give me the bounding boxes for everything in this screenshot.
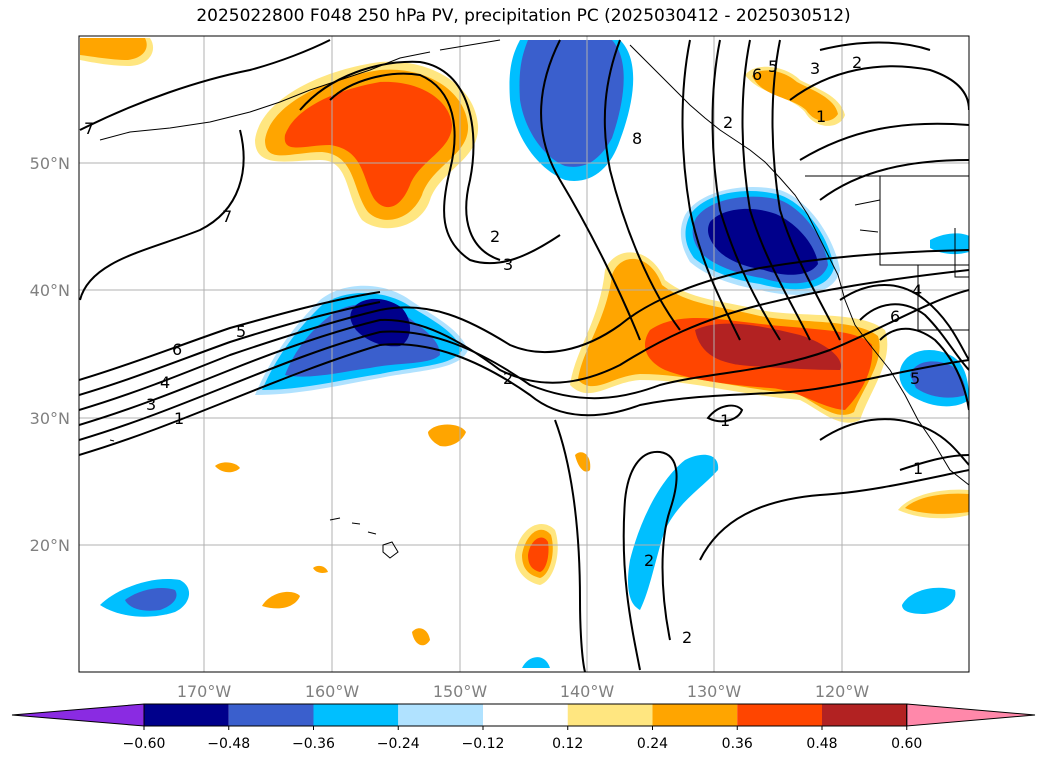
lat-label: 50°N — [30, 154, 70, 173]
precip-shading — [80, 38, 969, 668]
pv-contour-label: 2 — [682, 628, 692, 647]
longitude-labels: 170°W 160°W 150°W 140°W 130°W 120°W — [177, 682, 870, 701]
colorbar: −0.60 −0.48 −0.36 −0.24 −0.12 0.12 0.24 0.36 0.4… — [11, 703, 1036, 752]
colorbar-tick-label: 0.60 — [891, 736, 922, 752]
pv-contour-label: 7 — [222, 207, 232, 226]
colorbar-tick-label: −0.60 — [123, 736, 166, 752]
lon-label: 170°W — [177, 682, 232, 701]
negative-anomaly-gulf-of-alaska — [509, 40, 634, 181]
colorbar-segment — [652, 704, 738, 726]
pv-contour-label: 1 — [913, 459, 923, 478]
colorbar-segment — [567, 704, 653, 726]
pv-contour-label: 5 — [910, 369, 920, 388]
pv-contour-label: 5 — [236, 322, 246, 341]
pv-contour-label: 3 — [810, 59, 820, 78]
pv-contour-label: 7 — [84, 119, 94, 138]
lon-label: 130°W — [687, 682, 742, 701]
colorbar-tick-label: −0.36 — [292, 736, 335, 752]
colorbar-segment — [483, 704, 568, 726]
latitude-labels: 50°N 40°N 30°N 20°N — [30, 154, 70, 555]
colorbar-tick-label: −0.24 — [377, 736, 420, 752]
colorbar-tick-label: −0.12 — [462, 736, 505, 752]
pv-contour-label: 5 — [768, 57, 778, 76]
lon-label: 140°W — [560, 682, 615, 701]
pv-contour-label: 2 — [723, 113, 733, 132]
colorbar-tick-label: 0.12 — [552, 736, 583, 752]
colorbar-segment — [313, 704, 399, 726]
colorbar-segment — [144, 704, 229, 726]
colorbar-tick-label: 0.36 — [722, 736, 753, 752]
lat-label: 40°N — [30, 281, 70, 300]
pv-contour-label: 8 — [632, 129, 642, 148]
colorbar-tick-label: 0.48 — [806, 736, 837, 752]
colorbar-outline — [143, 703, 908, 727]
lon-label: 150°W — [433, 682, 488, 701]
colorbar-segment — [737, 704, 822, 726]
colorbar-extend-high — [906, 703, 1036, 727]
lon-label: 160°W — [305, 682, 360, 701]
colorbar-segment — [822, 704, 907, 726]
lon-label: 120°W — [815, 682, 870, 701]
colorbar-segment — [398, 704, 483, 726]
lat-label: 20°N — [30, 536, 70, 555]
pv-contour-label: 4 — [160, 373, 170, 392]
pv-contour-label: 2 — [644, 551, 654, 570]
pv-contour-label: 6 — [752, 65, 762, 84]
pv-contour-label: 6 — [890, 307, 900, 326]
lat-label: 30°N — [30, 409, 70, 428]
chart-title: 2025022800 F048 250 hPa PV, precipitatio… — [196, 6, 851, 26]
pv-contour-label: 2 — [852, 53, 862, 72]
pv-contour-label: 1 — [174, 409, 184, 428]
colorbar-tick-label: −0.48 — [207, 736, 250, 752]
pv-contour-labels: 7 7 6 5 4 3 1 2 3 2 8 2 1 6 5 3 2 1 4 6 … — [84, 53, 923, 647]
pv-contour-label: 3 — [503, 255, 513, 274]
pv-contour-label: 2 — [490, 227, 500, 246]
positive-anomaly-small-cells — [80, 38, 969, 646]
positive-anomaly-subtropical-jet — [570, 252, 888, 423]
pv-contour-label: 1 — [720, 411, 730, 430]
pv-contours — [79, 39, 969, 672]
colorbar-segment — [228, 704, 314, 726]
negative-anomaly-small-cells — [100, 233, 969, 668]
pv-contour-label: 6 — [172, 340, 182, 359]
negative-anomaly-central-pacific — [255, 285, 468, 395]
colorbar-extend-low — [11, 703, 145, 727]
pv-contour-label: 3 — [146, 395, 156, 414]
colorbar-tick-label: 0.24 — [637, 736, 668, 752]
pv-contour-label: 4 — [912, 281, 922, 300]
map-frame — [78, 35, 970, 673]
pv-contour-label: 2 — [503, 369, 513, 388]
map-gridlines — [79, 36, 969, 672]
pv-contour-label: 1 — [816, 107, 826, 126]
positive-anomaly-north-pacific — [255, 61, 479, 229]
